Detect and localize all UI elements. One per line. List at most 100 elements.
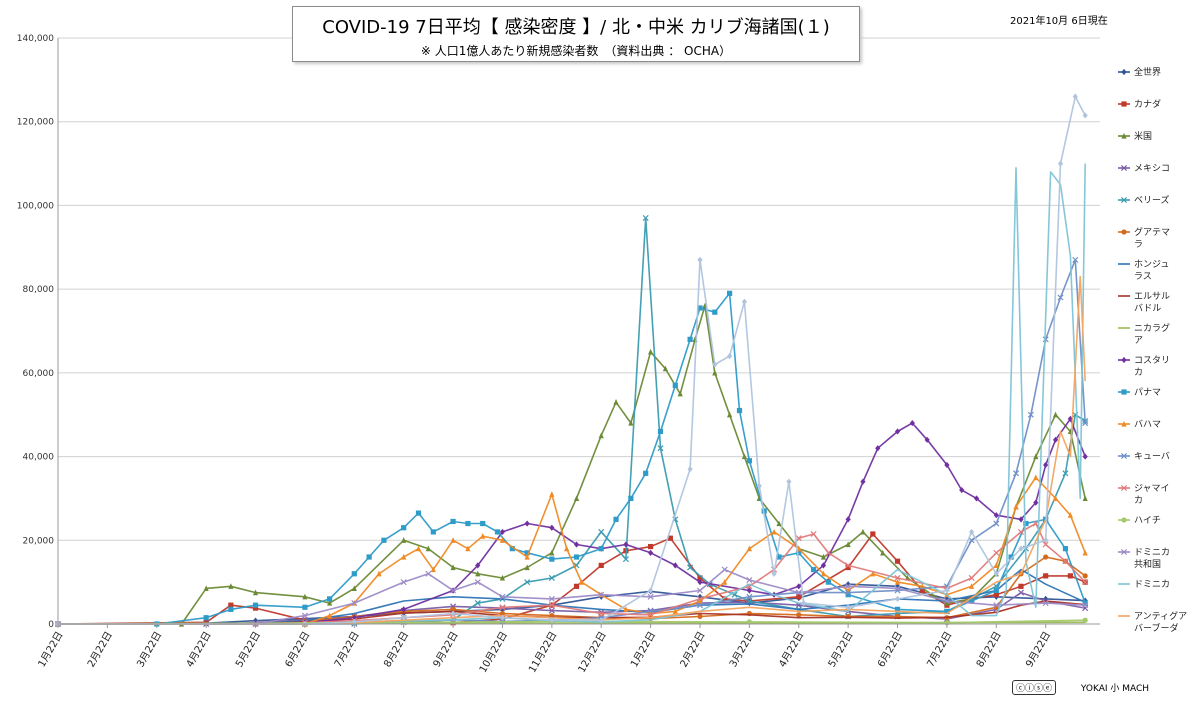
x-tick-label: 1月22日 [36, 630, 66, 670]
data-point [613, 516, 619, 522]
data-point [1082, 617, 1088, 623]
data-point [549, 556, 555, 562]
data-point [1082, 573, 1088, 579]
x-tick-label: 11月22日 [526, 630, 559, 675]
data-point [727, 353, 733, 360]
series-line [58, 275, 1086, 625]
x-tick-label: 12月22日 [576, 630, 609, 675]
data-point [727, 411, 733, 418]
data-point [712, 361, 718, 368]
x-tick-label: 9月22日 [431, 630, 461, 670]
data-point [351, 614, 357, 621]
y-tick-label: 0 [48, 620, 54, 630]
data-point [993, 570, 999, 577]
chart-title: COVID-19 7日平均【 感染密度 】/ 北・中米 カリブ海諸国(１) [322, 17, 830, 38]
legend-label: バドル [1134, 303, 1161, 314]
data-point [697, 593, 703, 600]
legend: 全世界カナダ米国メキシコベリーズグアテマラホンジュラスエルサルバドルニカラグアコ… [1118, 66, 1187, 634]
data-point [1018, 583, 1024, 589]
legend-item: カナダ [1118, 98, 1161, 110]
data-point [499, 528, 506, 536]
data-point [969, 583, 975, 589]
legend-item: ベリーズ [1118, 194, 1170, 206]
data-point [648, 348, 654, 355]
data-point [722, 596, 728, 602]
series-line [58, 418, 1086, 625]
data-point [1023, 520, 1029, 527]
data-point [696, 587, 704, 594]
data-point [1062, 470, 1069, 477]
legend-item: ドミニカ [1118, 579, 1170, 590]
data-point [746, 619, 752, 625]
data-point [401, 537, 407, 543]
legend-label: ラ [1134, 239, 1143, 250]
chart-subtitle: ※ 人口1億人あたり新規感染者数 （資料出典 ： OCHA） [420, 44, 732, 58]
data-point [795, 589, 802, 596]
x-tick-label: 7月22日 [332, 630, 362, 670]
data-point [870, 531, 876, 537]
data-point [494, 529, 501, 535]
x-tick-label: 5月22日 [233, 630, 263, 670]
data-point [810, 530, 817, 538]
data-point [1032, 520, 1039, 527]
data-point [415, 510, 422, 516]
data-point [430, 529, 436, 535]
data-point [548, 607, 555, 614]
legend-item: キューバ [1118, 451, 1170, 462]
data-point [845, 592, 851, 598]
data-point [796, 612, 802, 618]
data-point [736, 407, 743, 414]
data-point [894, 583, 901, 590]
data-point [1043, 595, 1049, 602]
data-point [1062, 546, 1069, 552]
x-tick-label: 6月22日 [283, 630, 313, 670]
legend-label: コスタリ [1134, 355, 1170, 366]
x-tick-label: 7月22日 [925, 630, 955, 670]
data-point [1017, 589, 1025, 596]
data-point [401, 606, 407, 613]
data-point [712, 369, 718, 376]
x-tick-label: 4月22日 [184, 630, 214, 670]
data-point [598, 562, 604, 568]
data-point [623, 606, 629, 612]
legend-label: カナダ [1134, 98, 1161, 110]
data-point [894, 428, 901, 435]
legend-label: バハマ [1134, 419, 1161, 430]
data-point [228, 583, 234, 589]
data-point [993, 592, 999, 598]
data-point [643, 470, 649, 476]
data-point [628, 419, 634, 426]
data-point [1057, 160, 1064, 167]
data-point [845, 604, 851, 611]
brand-logo: YOKAI 小 MACH [1080, 684, 1150, 694]
data-point [548, 574, 555, 581]
data-point [1121, 101, 1127, 107]
data-point [696, 602, 704, 609]
legend-item: バハマ [1118, 419, 1161, 430]
legend-label: メキシコ [1134, 164, 1170, 174]
data-point [697, 613, 703, 620]
x-tick-label: 6月22日 [875, 630, 905, 670]
series-lines [54, 93, 1089, 628]
data-point [475, 562, 481, 569]
x-tick-label: 8月22日 [381, 630, 411, 670]
data-point [820, 553, 827, 560]
data-point [1018, 545, 1024, 552]
data-point [648, 549, 654, 556]
data-point [1082, 602, 1089, 609]
data-point [499, 604, 506, 611]
data-point [993, 602, 1000, 609]
data-point [845, 516, 851, 523]
data-point [425, 545, 431, 552]
data-point [746, 593, 753, 600]
data-point [598, 528, 605, 535]
x-tick-label: 5月22日 [826, 630, 856, 670]
data-point [351, 618, 357, 626]
data-point [721, 566, 728, 573]
data-point [771, 570, 777, 577]
legend-label: バーブーダ [1134, 622, 1178, 634]
data-point [1082, 453, 1088, 460]
legend-item: 全世界 [1118, 66, 1161, 78]
